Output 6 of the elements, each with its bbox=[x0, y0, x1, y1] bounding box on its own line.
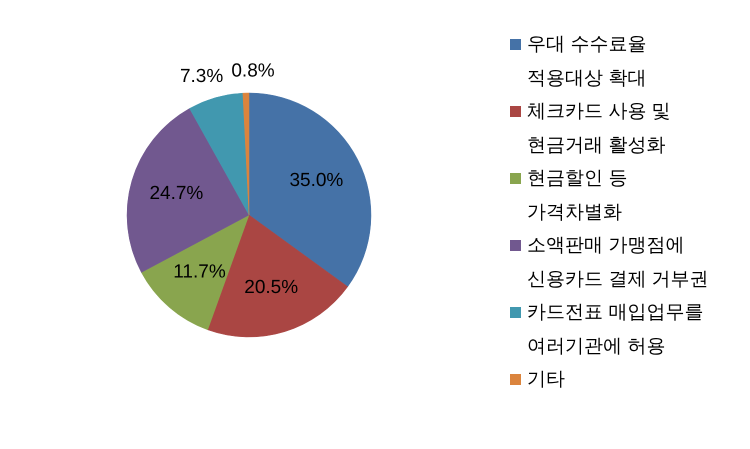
legend-label: 현금할인 등 가격차별화 bbox=[527, 168, 628, 222]
legend-label: 소액판매 가맹점에 신용카드 결제 거부권 bbox=[527, 235, 709, 290]
legend-label: 체크카드 사용 및 현금거래 활성화 bbox=[527, 101, 671, 156]
legend-label: 우대 수수료율 적용대상 확대 bbox=[527, 34, 646, 88]
legend-label: 카드전표 매입업무를 여러기관에 허용 bbox=[527, 302, 704, 356]
legend-label: 기타 bbox=[527, 369, 565, 390]
